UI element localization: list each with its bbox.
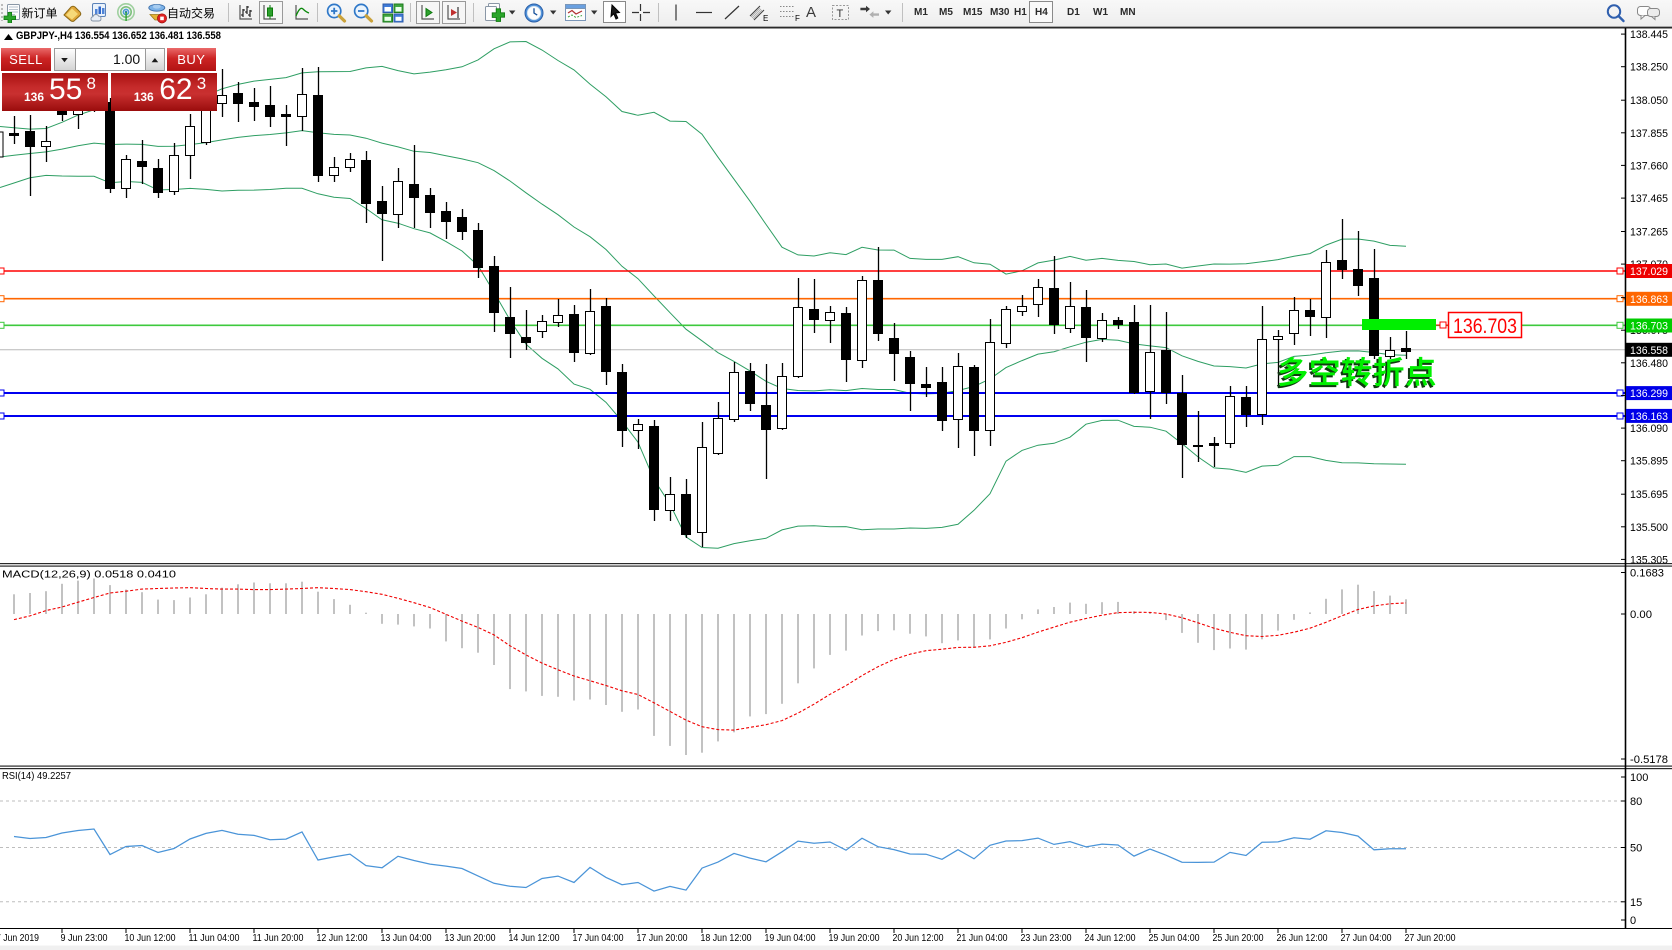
svg-text:21 Jun 04:00: 21 Jun 04:00	[957, 933, 1008, 944]
svg-text:137.265: 137.265	[1630, 227, 1668, 239]
svg-text:25 Jun 04:00: 25 Jun 04:00	[1149, 933, 1200, 944]
svg-text:136.558: 136.558	[1630, 345, 1668, 357]
svg-text:135.895: 135.895	[1630, 456, 1668, 468]
svg-text:137.855: 137.855	[1630, 128, 1668, 140]
svg-text:136.163: 136.163	[1630, 411, 1668, 423]
svg-text:50: 50	[1630, 843, 1642, 855]
svg-text:-0.5178: -0.5178	[1630, 754, 1668, 766]
svg-text:E: E	[763, 14, 768, 23]
svg-text:RSI(14) 49.2257: RSI(14) 49.2257	[2, 770, 71, 782]
svg-text:26 Jun 12:00: 26 Jun 12:00	[1277, 933, 1328, 944]
svg-text:15: 15	[1630, 897, 1642, 909]
svg-text:24 Jun 12:00: 24 Jun 12:00	[1085, 933, 1136, 944]
svg-text:7 Jun 2019: 7 Jun 2019	[0, 933, 39, 944]
svg-text:14 Jun 12:00: 14 Jun 12:00	[509, 933, 560, 944]
svg-text:17 Jun 04:00: 17 Jun 04:00	[573, 933, 624, 944]
svg-text:20 Jun 12:00: 20 Jun 12:00	[893, 933, 944, 944]
svg-text:MACD(12,26,9) 0.0518 0.0410: MACD(12,26,9) 0.0518 0.0410	[2, 569, 176, 581]
svg-text:27 Jun 20:00: 27 Jun 20:00	[1405, 933, 1456, 944]
svg-text:9 Jun 23:00: 9 Jun 23:00	[61, 933, 108, 944]
svg-text:137.465: 137.465	[1630, 193, 1668, 205]
svg-text:0.00: 0.00	[1630, 609, 1652, 621]
svg-text:136.090: 136.090	[1630, 423, 1668, 435]
svg-text:80: 80	[1630, 796, 1642, 808]
svg-text:12 Jun 12:00: 12 Jun 12:00	[317, 933, 368, 944]
svg-text:136.480: 136.480	[1630, 358, 1668, 370]
svg-text:19 Jun 20:00: 19 Jun 20:00	[829, 933, 880, 944]
svg-text:136.703: 136.703	[1453, 315, 1517, 338]
svg-text:18 Jun 12:00: 18 Jun 12:00	[701, 933, 752, 944]
svg-text:135.305: 135.305	[1630, 554, 1668, 566]
svg-text:100: 100	[1630, 772, 1648, 784]
svg-text:135.500: 135.500	[1630, 522, 1668, 534]
svg-text:0: 0	[1630, 915, 1636, 927]
svg-text:138.050: 138.050	[1630, 95, 1668, 107]
svg-text:136.863: 136.863	[1630, 294, 1668, 306]
svg-text:10 Jun 12:00: 10 Jun 12:00	[125, 933, 176, 944]
svg-text:GBPJPY-,H4 136.554 136.652 13: GBPJPY-,H4 136.554 136.652 136.481 136.5…	[16, 30, 221, 42]
svg-text:T: T	[837, 8, 844, 20]
svg-text:13 Jun 20:00: 13 Jun 20:00	[445, 933, 496, 944]
svg-text:0.1683: 0.1683	[1630, 568, 1664, 580]
svg-text:F: F	[795, 14, 800, 23]
svg-text:13 Jun 04:00: 13 Jun 04:00	[381, 933, 432, 944]
svg-text:17 Jun 20:00: 17 Jun 20:00	[637, 933, 688, 944]
svg-text:138.250: 138.250	[1630, 62, 1668, 74]
svg-text:137.029: 137.029	[1630, 266, 1668, 278]
svg-text:27 Jun 04:00: 27 Jun 04:00	[1341, 933, 1392, 944]
svg-text:136.299: 136.299	[1630, 388, 1668, 400]
svg-text:25 Jun 20:00: 25 Jun 20:00	[1213, 933, 1264, 944]
svg-text:11 Jun 04:00: 11 Jun 04:00	[189, 933, 240, 944]
svg-text:11 Jun 20:00: 11 Jun 20:00	[253, 933, 304, 944]
svg-text:19 Jun 04:00: 19 Jun 04:00	[765, 933, 816, 944]
svg-text:137.660: 137.660	[1630, 160, 1668, 172]
svg-text:138.445: 138.445	[1630, 29, 1668, 41]
svg-text:135.695: 135.695	[1630, 489, 1668, 501]
svg-text:136.703: 136.703	[1630, 321, 1668, 333]
svg-text:23 Jun 23:00: 23 Jun 23:00	[1021, 933, 1072, 944]
